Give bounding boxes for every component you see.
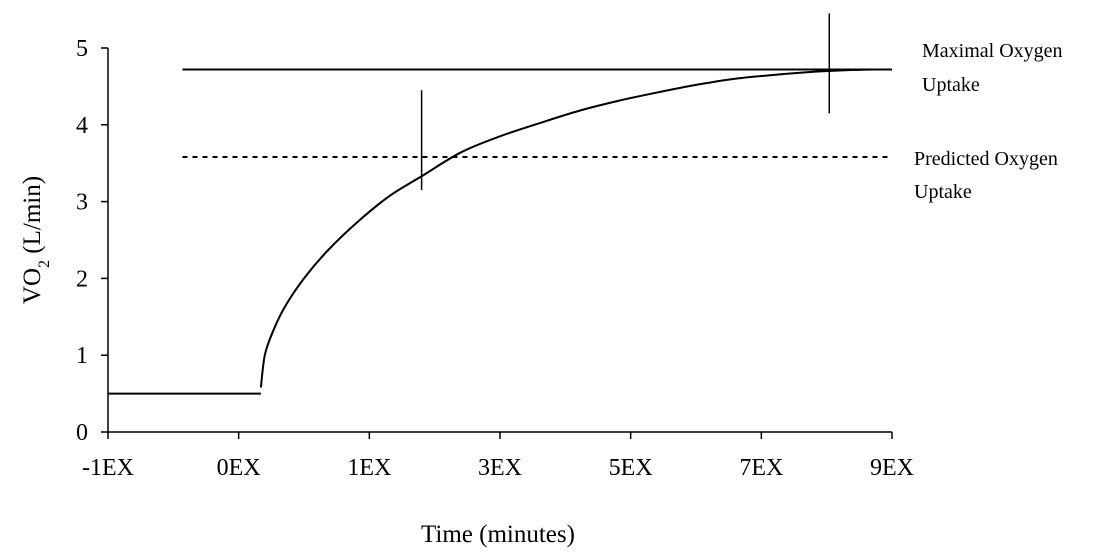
y-tick-label: 2 [76,266,88,292]
x-axis-title: Time (minutes) [421,521,575,548]
series-uptake-curve [259,68,893,388]
x-tick-label: 7EX [739,455,783,481]
x-tick-label: 1EX [347,455,391,481]
axes: 0 1 2 3 4 5 -1EX 0EX 1EX 3EX 5EX 7EX 9EX [76,36,914,481]
x-tick-label: 5EX [609,455,653,481]
annotation-maximal-oxygen-uptake-line1: Maximal Oxygen [922,40,1063,62]
y-tick-label: 4 [76,113,88,139]
annotation-maximal-oxygen-uptake-line2: Uptake [922,74,980,96]
plot-area [108,13,893,395]
annotation-predicted-oxygen-uptake-line1: Predicted Oxygen [914,148,1058,170]
y-axis-title-subscript: 2 [36,260,53,268]
y-tick-label: 1 [76,343,88,369]
x-tick-label: -1EX [82,455,134,481]
x-tick-label: 0EX [217,455,261,481]
y-axis-title-main: VO [19,268,46,304]
x-tick-label: 9EX [870,455,914,481]
y-tick-label: 5 [76,36,88,62]
labels: Time (minutes) VO2 (L/min) Maximal Oxyge… [19,40,1063,548]
y-axis-title-rest: (L/min) [19,176,46,260]
y-axis-title: VO2 (L/min) [19,176,53,304]
y-tick-label: 3 [76,190,88,216]
x-tick-label: 3EX [478,455,522,481]
y-tick-label: 0 [76,420,88,446]
annotation-predicted-oxygen-uptake-line2: Uptake [914,181,972,203]
